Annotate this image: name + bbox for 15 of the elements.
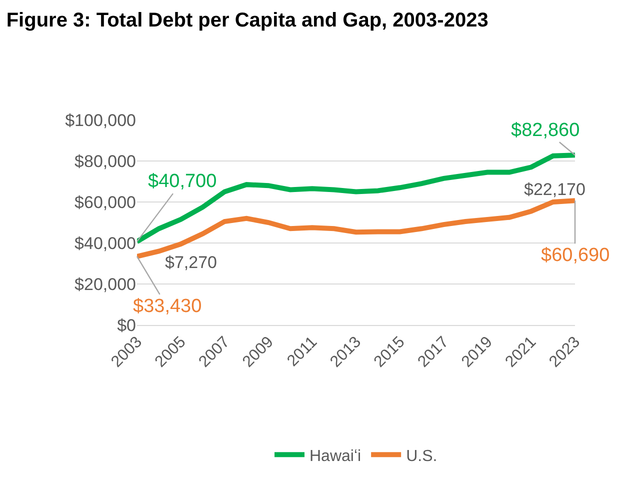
- data-label: $33,430: [133, 296, 202, 317]
- y-tick-label: $100,000: [65, 110, 136, 130]
- y-tick-label: $20,000: [74, 274, 136, 294]
- chart-title: Figure 3: Total Debt per Capita and Gap, 2003-2023: [6, 9, 488, 32]
- y-tick-label: $60,000: [74, 192, 136, 212]
- annotation: $7,270: [165, 253, 217, 272]
- y-tick-label: $80,000: [74, 152, 136, 171]
- data-label: $40,700: [148, 171, 217, 192]
- data-label: $60,690: [541, 245, 610, 266]
- legend-label: Hawaiʻi: [310, 448, 362, 465]
- y-tick-label: $40,000: [74, 234, 136, 253]
- legend-label: U.S.: [406, 448, 438, 465]
- y-tick-label: $0: [117, 316, 136, 335]
- annotation: $22,170: [524, 180, 586, 199]
- data-label: $82,860: [511, 120, 580, 141]
